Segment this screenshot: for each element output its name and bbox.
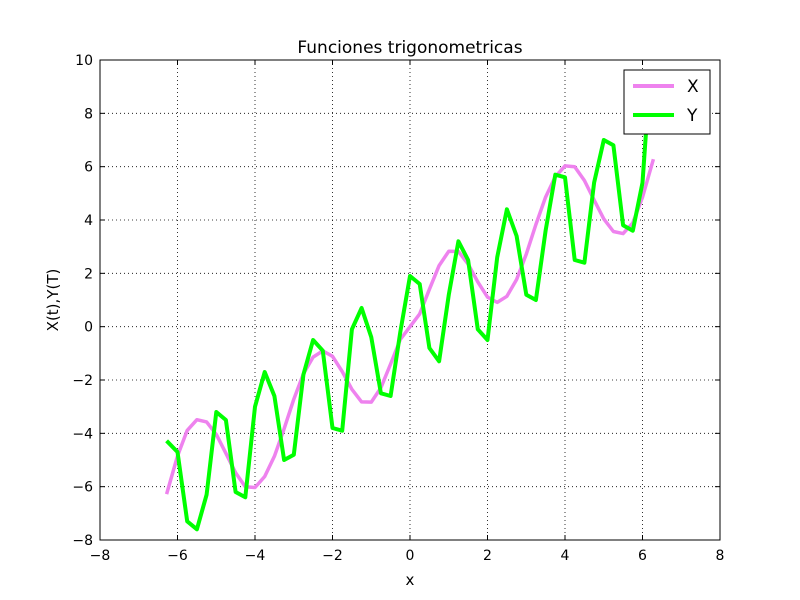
y-tick-label: −6 <box>72 480 93 496</box>
legend-label-x: X <box>687 77 699 97</box>
y-tick-label: 4 <box>84 213 93 229</box>
legend-label-y: Y <box>686 106 698 126</box>
y-tick-label: 0 <box>84 320 93 336</box>
x-tick-label: −4 <box>245 548 266 564</box>
y-tick-label: −8 <box>72 533 93 549</box>
x-tick-label: 0 <box>406 548 415 564</box>
x-axis-label: x <box>406 571 415 589</box>
y-tick-label: 2 <box>84 266 93 282</box>
x-tick-label: −2 <box>322 548 343 564</box>
y-tick-label: −4 <box>72 426 93 442</box>
y-axis-label: X(t),Y(T) <box>44 269 62 332</box>
x-tick-label: −6 <box>167 548 188 564</box>
x-tick-label: 2 <box>483 548 492 564</box>
x-tick-label: −8 <box>90 548 111 564</box>
series-line-y <box>165 126 649 532</box>
x-tick-label: 4 <box>561 548 570 564</box>
series-layer <box>164 126 656 532</box>
y-tick-label: −2 <box>72 373 93 389</box>
ticks: −8 −6 −4 −2 0 2 4 6 8 −8 −6 −4 −2 0 2 4 6 8 10 <box>72 53 724 564</box>
legend: X Y <box>623 69 711 135</box>
x-tick-label: 6 <box>638 548 647 564</box>
series-line-x <box>164 158 656 495</box>
chart-title: Funciones trigonometricas <box>297 38 522 58</box>
y-tick-label: 6 <box>84 160 93 176</box>
x-tick-label: 8 <box>716 548 725 564</box>
y-tick-label: 8 <box>84 106 93 122</box>
legend-box <box>623 69 711 135</box>
y-tick-label: 10 <box>75 53 93 69</box>
